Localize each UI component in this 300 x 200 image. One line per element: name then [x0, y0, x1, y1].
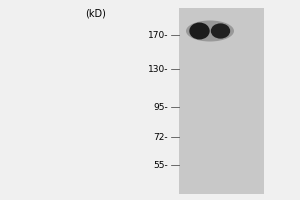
Text: 72-: 72- — [153, 133, 168, 142]
Text: (kD): (kD) — [85, 8, 106, 18]
Bar — [178, 8, 264, 194]
Text: 95-: 95- — [153, 102, 168, 112]
Ellipse shape — [189, 22, 210, 40]
Text: 170-: 170- — [148, 30, 168, 40]
Ellipse shape — [186, 21, 234, 42]
Text: 130-: 130- — [148, 64, 168, 73]
Ellipse shape — [211, 23, 230, 39]
Text: 55-: 55- — [153, 160, 168, 169]
